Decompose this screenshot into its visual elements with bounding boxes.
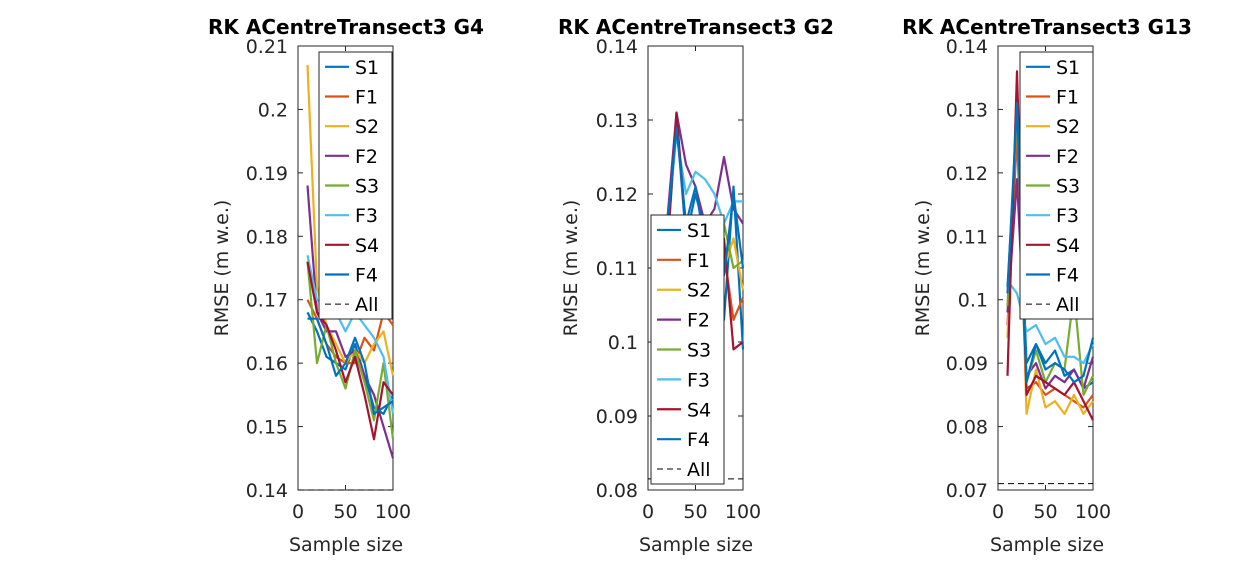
- y-tick-label: 0.12: [946, 163, 988, 185]
- x-axis-label: Sample size: [990, 534, 1104, 556]
- y-tick-label: 0.17: [246, 290, 288, 312]
- y-tick-label: 0.11: [946, 226, 988, 248]
- x-axis-label: Sample size: [639, 534, 753, 556]
- chart-panel-2: RK ACentreTransect3 G2 Sample size RMSE …: [558, 15, 834, 556]
- chart-title: RK ACentreTransect3 G13: [902, 15, 1192, 39]
- chart-title: RK ACentreTransect3 G2: [558, 15, 834, 39]
- y-axis-label: RMSE (m w.e.): [560, 200, 582, 337]
- legend-label: S3: [1056, 176, 1080, 198]
- legend-label: S3: [355, 176, 379, 198]
- legend-label: S1: [355, 57, 379, 79]
- legend-label: S2: [1056, 116, 1080, 138]
- x-tick-label: 100: [375, 501, 411, 523]
- y-tick-label: 0.09: [946, 353, 988, 375]
- y-tick-label: 0.14: [596, 36, 638, 58]
- x-tick-label: 0: [992, 501, 1004, 523]
- legend-label: F3: [355, 205, 378, 227]
- y-tick-label: 0.14: [246, 480, 288, 502]
- y-tick-label: 0.16: [246, 353, 288, 375]
- y-tick-label: 0.08: [946, 417, 988, 439]
- legend-label: F2: [687, 310, 710, 332]
- y-tick-label: 0.12: [596, 184, 638, 206]
- series-line-f4: [307, 317, 394, 415]
- x-tick-label: 100: [725, 501, 761, 523]
- legend-label: S2: [687, 280, 711, 302]
- y-tick-label: 0.14: [946, 36, 988, 58]
- y-tick-label: 0.07: [946, 480, 988, 502]
- y-axis-label: RMSE (m w.e.): [211, 200, 233, 337]
- legend-label: S4: [355, 235, 379, 257]
- legend-label: F1: [1056, 87, 1079, 109]
- legend-label: F1: [355, 87, 378, 109]
- legend-label: S3: [687, 340, 711, 362]
- chart-title: RK ACentreTransect3 G4: [208, 15, 484, 39]
- y-tick-label: 0.13: [946, 99, 988, 121]
- y-tick-label: 0.11: [596, 258, 638, 280]
- y-tick-label: 0.19: [246, 163, 288, 185]
- y-tick-label: 0.08: [596, 480, 638, 502]
- legend-label: F4: [1056, 265, 1079, 287]
- legend-label: S1: [687, 220, 711, 242]
- legend-label: All: [687, 459, 711, 481]
- chart-panel-1: RK ACentreTransect3 G4 Sample size RMSE …: [208, 15, 484, 556]
- y-tick-label: 0.09: [596, 406, 638, 428]
- y-tick-label: 0.13: [596, 110, 638, 132]
- legend: S1 F1 S2 F2 S3 F3 S4 F4 All: [650, 214, 725, 485]
- y-tick-label: 0.2: [258, 99, 288, 121]
- legend-label: S4: [1056, 235, 1080, 257]
- y-axis-label: RMSE (m w.e.): [912, 200, 934, 337]
- y-tick-label: 0.21: [246, 36, 288, 58]
- legend: S1 F1 S2 F2 S3 F3 S4 F4 All: [1019, 51, 1094, 320]
- legend-label: F4: [687, 429, 710, 451]
- legend-label: F1: [687, 250, 710, 272]
- y-tick-label: 0.15: [246, 417, 288, 439]
- legend-label: F3: [687, 369, 710, 391]
- x-axis-label: Sample size: [289, 534, 403, 556]
- legend-label: All: [1056, 294, 1080, 316]
- x-tick-label: 0: [292, 501, 304, 523]
- y-tick-label: 0.1: [608, 332, 638, 354]
- legend-label: S1: [1056, 57, 1080, 79]
- x-tick-label: 100: [1075, 501, 1111, 523]
- y-tick-label: 0.1: [958, 290, 988, 312]
- legend-label: F2: [355, 146, 378, 168]
- x-tick-label: 50: [1033, 501, 1057, 523]
- legend-label: All: [355, 294, 379, 316]
- legend-label: F2: [1056, 146, 1079, 168]
- legend: S1 F1 S2 F2 S3 F3 S4 F4 All: [318, 51, 393, 320]
- chart-panel-3: RK ACentreTransect3 G13 Sample size RMSE…: [902, 15, 1192, 556]
- legend-label: S4: [687, 399, 711, 421]
- x-tick-label: 50: [683, 501, 707, 523]
- legend-label: S2: [355, 116, 379, 138]
- legend-label: F3: [1056, 205, 1079, 227]
- x-tick-label: 0: [642, 501, 654, 523]
- y-tick-label: 0.18: [246, 226, 288, 248]
- x-tick-label: 50: [333, 501, 357, 523]
- legend-label: F4: [355, 265, 378, 287]
